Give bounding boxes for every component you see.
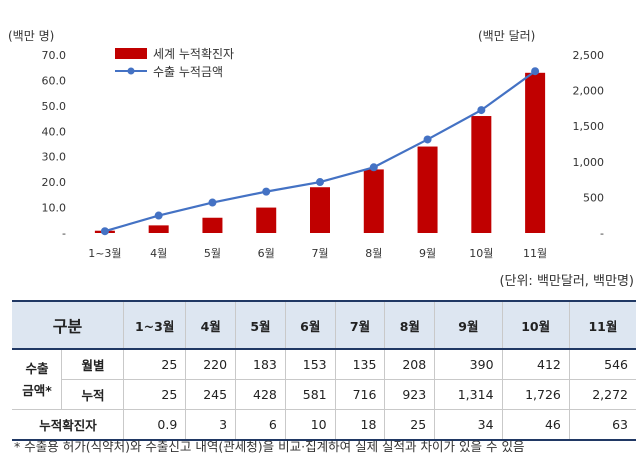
right-tick-label: 1,000 [573,156,605,169]
table-header-cell: 10월 [501,300,570,350]
bar [525,72,546,233]
x-tick-label: 7월 [311,247,328,260]
line-point [369,163,378,172]
right-tick-label: - [600,227,604,240]
line-point [477,106,486,115]
bar [310,187,330,233]
table-cell: 25 [122,349,187,380]
x-tick-label: 1~3월 [88,247,121,260]
left-tick-label: - [62,227,66,240]
export-group-label: 수출 금액* [12,349,62,410]
legend-bar-label: 세계 누적확진자 [153,47,234,61]
bar [256,207,277,233]
row-label-monthly: 월별 [61,349,124,380]
bar [148,225,169,233]
table-header-cell: 1~3월 [122,300,187,350]
x-tick-label: 6월 [258,247,275,260]
combo-chart: (백만 명) (백만 달러) - 10.0 20.0 30.0 40.0 50.0 60.0… [8,29,605,260]
x-tick-label: 11월 [523,247,547,260]
line-point [100,227,109,236]
right-tick-label: 2,500 [573,49,605,62]
table-cell: 153 [284,349,336,380]
legend: 세계 누적확진자 수출 누적금액 [115,47,234,79]
table-cell: 2,272 [568,379,636,410]
table-cell: 546 [568,349,636,380]
row-label-cumulative-cases: 누적확진자 [12,409,124,441]
table-header-cell: 9월 [434,300,503,350]
table-cell: 63 [568,409,636,441]
row-label-cumulative: 누적 [61,379,124,410]
bar [417,146,438,233]
table-header-cell: 6월 [284,300,336,350]
table-cell: 428 [235,379,286,410]
left-axis-unit: (백만 명) [8,29,54,43]
right-tick-label: 500 [583,191,604,204]
legend-line-marker [127,67,135,75]
footnote: * 수출용 허가(식약처)와 수출신고 내역(관세청)을 비교·집계하여 실제 … [14,439,525,454]
table-header-row: 구분 1~3월 4월 5월 6월 7월 8월 9월 10월 11월 [12,300,636,350]
bar [363,169,384,233]
data-table: 구분 1~3월 4월 5월 6월 7월 8월 9월 10월 11월 수출 금액* … [12,300,636,441]
left-tick-label: 40.0 [42,125,67,138]
right-tick-label: 2,000 [573,85,605,98]
table-cell: 46 [501,409,570,441]
line-point [208,198,217,207]
x-tick-label: 10월 [469,247,493,260]
unit-note: (단위: 백만달러, 백만명) [499,274,634,289]
table-cell: 34 [434,409,503,441]
table-cell: 1,726 [501,379,570,410]
line-point [423,135,432,144]
table-cell: 245 [185,379,237,410]
line-point [531,67,540,76]
table-cell: 6 [235,409,286,441]
line-point [154,211,163,220]
bar [202,217,223,233]
table-cell: 135 [334,349,386,380]
table-cell: 0.9 [122,409,187,441]
x-tick-label: 8월 [365,247,382,260]
x-tick-label: 9월 [419,247,436,260]
table-cell: 923 [384,379,436,410]
left-tick-label: 30.0 [42,151,67,164]
table-header-cell: 11월 [568,300,636,350]
table-cell: 412 [501,349,570,380]
right-axis-unit: (백만 달러) [478,29,535,43]
table-cell: 220 [185,349,237,380]
table-cell: 208 [384,349,436,380]
table-cell: 390 [434,349,503,380]
table-header-category: 구분 [12,300,124,350]
line-point [262,187,271,196]
table-cell: 716 [334,379,386,410]
table-cell: 10 [284,409,336,441]
table-row-monthly: 수출 금액* 월별 25 220 183 153 135 208 390 412 … [12,349,636,410]
table-header-cell: 8월 [384,300,436,350]
table-header-cell: 7월 [334,300,386,350]
left-tick-label: 70.0 [42,49,67,62]
x-tick-label: 4월 [150,247,167,260]
x-tick-label: 5월 [204,247,221,260]
table-cell: 183 [235,349,286,380]
table-cell: 581 [284,379,336,410]
table-cell: 25 [122,379,187,410]
table-row-cumulative: 누적 25 245 428 581 716 923 1,314 1,726 2,… [12,379,636,410]
table-cell: 18 [334,409,386,441]
table-header-cell: 5월 [235,300,286,350]
table-row-confirmed-cases: 누적확진자 0.9 3 6 10 18 25 34 46 63 [12,409,636,441]
right-tick-label: 1,500 [573,120,605,133]
left-tick-label: 60.0 [42,74,67,87]
line-point [316,178,324,187]
bar [471,116,492,233]
left-tick-label: 50.0 [42,100,67,113]
table-cell: 1,314 [434,379,503,410]
left-tick-label: 20.0 [42,176,67,189]
table-header-cell: 4월 [185,300,237,350]
legend-line-label: 수출 누적금액 [153,65,223,79]
left-tick-label: 10.0 [42,202,67,215]
legend-bar-swatch [115,48,147,59]
